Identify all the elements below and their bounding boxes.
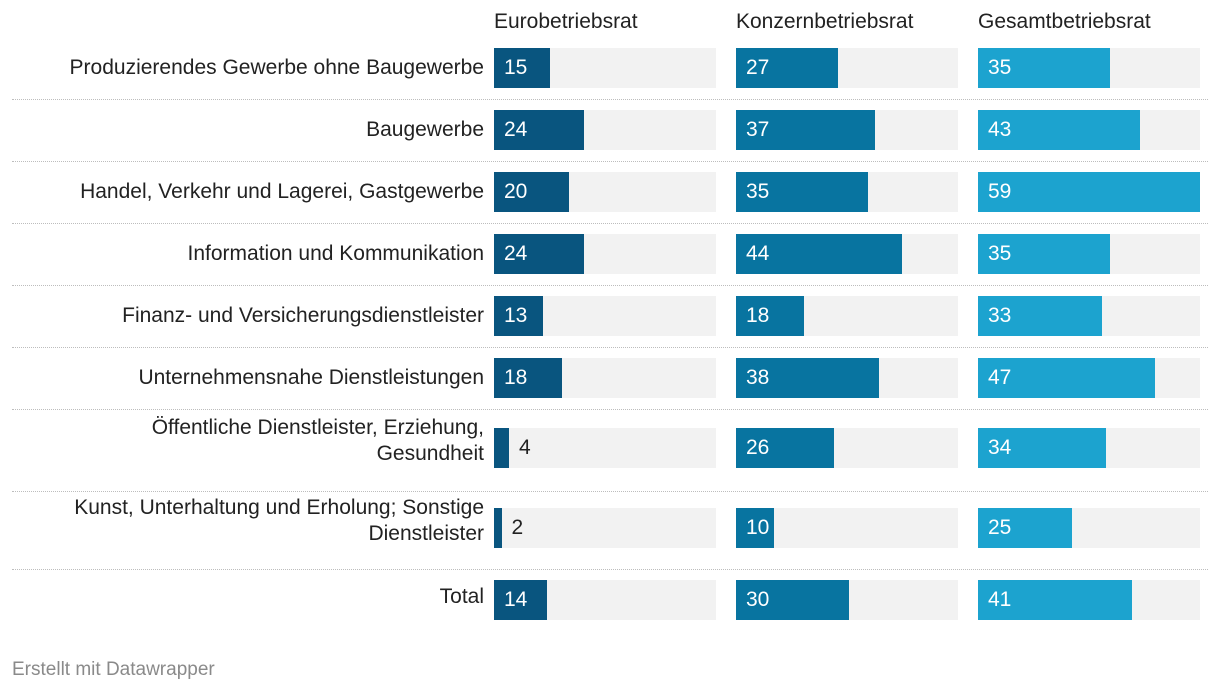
row-divider bbox=[12, 285, 1208, 286]
bar-eurobetriebsrat bbox=[494, 172, 570, 212]
data-label: 30 bbox=[746, 588, 770, 611]
data-label: 18 bbox=[504, 366, 528, 389]
bar-konzernbetriebsrat bbox=[736, 172, 868, 212]
data-label: 10 bbox=[746, 516, 770, 539]
bar-gesamtbetriebsrat bbox=[978, 428, 1106, 468]
category-label: Kunst, Unterhaltung und Erholung; Sonsti… bbox=[0, 494, 484, 548]
bar-eurobetriebsrat bbox=[494, 428, 510, 468]
column-header: Konzernbetriebsrat bbox=[736, 10, 914, 33]
bar-konzernbetriebsrat bbox=[736, 48, 838, 88]
data-label: 33 bbox=[988, 304, 1012, 327]
footer-credit: Erstellt mit Datawrapper bbox=[12, 659, 215, 680]
column-header: Gesamtbetriebsrat bbox=[978, 10, 1151, 33]
data-label: 59 bbox=[988, 180, 1012, 203]
category-label-text: Unternehmensnahe Dienstleistungen bbox=[138, 366, 484, 389]
row-divider bbox=[12, 569, 1208, 570]
bar-gesamtbetriebsrat bbox=[978, 358, 1155, 398]
data-label: 37 bbox=[746, 118, 770, 141]
bar-eurobetriebsrat bbox=[494, 580, 547, 620]
row-divider bbox=[12, 409, 1208, 410]
bar-eurobetriebsrat bbox=[494, 508, 502, 548]
bar-gesamtbetriebsrat bbox=[978, 234, 1110, 274]
bar-konzernbetriebsrat bbox=[736, 428, 834, 468]
bar-eurobetriebsrat bbox=[494, 48, 551, 88]
bar-eurobetriebsrat bbox=[494, 296, 543, 336]
bar-gesamtbetriebsrat bbox=[978, 296, 1103, 336]
category-label: Unternehmensnahe Dienstleistungen bbox=[0, 358, 484, 398]
row-divider bbox=[12, 99, 1208, 100]
category-label: Finanz- und Versicherungsdienstleister bbox=[0, 296, 484, 336]
category-label: Öffentliche Dienstleister, Erziehung, Ge… bbox=[0, 414, 484, 468]
data-label: 43 bbox=[988, 118, 1012, 141]
data-label: 26 bbox=[746, 436, 770, 459]
bar-konzernbetriebsrat bbox=[736, 296, 804, 336]
data-label: 14 bbox=[504, 588, 528, 611]
data-label: 44 bbox=[746, 242, 770, 265]
bar-konzernbetriebsrat bbox=[736, 508, 774, 548]
bar-gesamtbetriebsrat bbox=[978, 580, 1133, 620]
column-header: Eurobetriebsrat bbox=[494, 10, 638, 33]
category-label: Produzierendes Gewerbe ohne Baugewerbe bbox=[0, 48, 484, 88]
data-label: 18 bbox=[746, 304, 770, 327]
data-label: 34 bbox=[988, 436, 1012, 459]
category-label-text: Produzierendes Gewerbe ohne Baugewerbe bbox=[69, 56, 484, 79]
data-label: 27 bbox=[746, 56, 770, 79]
row-divider bbox=[12, 223, 1208, 224]
bar-track bbox=[494, 428, 716, 468]
category-label-text: Kunst, Unterhaltung und Erholung; Sonsti… bbox=[74, 496, 484, 545]
bar-eurobetriebsrat bbox=[494, 358, 562, 398]
data-label: 41 bbox=[988, 588, 1012, 611]
category-label: Information und Kommunikation bbox=[0, 234, 485, 274]
bar-track bbox=[494, 508, 716, 548]
category-label: Baugewerbe bbox=[0, 110, 484, 150]
category-label-text: Öffentliche Dienstleister, Erziehung, Ge… bbox=[151, 416, 484, 465]
data-label: 2 bbox=[511, 516, 524, 539]
category-label-text: Baugewerbe bbox=[366, 118, 484, 141]
data-label: 35 bbox=[988, 56, 1012, 79]
data-label: 35 bbox=[746, 180, 770, 203]
row-divider bbox=[12, 161, 1208, 162]
row-divider bbox=[12, 491, 1208, 492]
data-label: 35 bbox=[988, 242, 1012, 265]
category-label: Handel, Verkehr und Lagerei, Gastgewerbe bbox=[0, 172, 484, 212]
row-divider bbox=[12, 347, 1208, 348]
bar-konzernbetriebsrat bbox=[736, 580, 849, 620]
category-label: Total bbox=[0, 584, 484, 624]
data-label: 24 bbox=[504, 118, 528, 141]
data-label: 38 bbox=[746, 366, 770, 389]
bar-konzernbetriebsrat bbox=[736, 110, 876, 150]
bar-eurobetriebsrat bbox=[494, 234, 585, 274]
data-label: 13 bbox=[504, 304, 528, 327]
bar-eurobetriebsrat bbox=[494, 110, 585, 150]
bar-konzernbetriebsrat bbox=[736, 358, 879, 398]
category-label-text: Finanz- und Versicherungsdienstleister bbox=[122, 304, 484, 327]
data-label: 47 bbox=[988, 366, 1012, 389]
data-label: 25 bbox=[988, 516, 1012, 539]
category-label-text: Handel, Verkehr und Lagerei, Gastgewerbe bbox=[80, 180, 484, 203]
data-label: 4 bbox=[519, 436, 531, 459]
bar-gesamtbetriebsrat bbox=[978, 110, 1140, 150]
bar-gesamtbetriebsrat bbox=[978, 508, 1073, 548]
data-label: 24 bbox=[504, 242, 528, 265]
data-label: 15 bbox=[504, 56, 528, 79]
bar-gesamtbetriebsrat bbox=[978, 172, 1200, 212]
bar-gesamtbetriebsrat bbox=[978, 48, 1110, 88]
category-label-text: Information und Kommunikation bbox=[187, 242, 485, 265]
category-label-text: Total bbox=[439, 585, 484, 608]
data-label: 20 bbox=[504, 180, 528, 203]
bar-konzernbetriebsrat bbox=[736, 234, 902, 274]
